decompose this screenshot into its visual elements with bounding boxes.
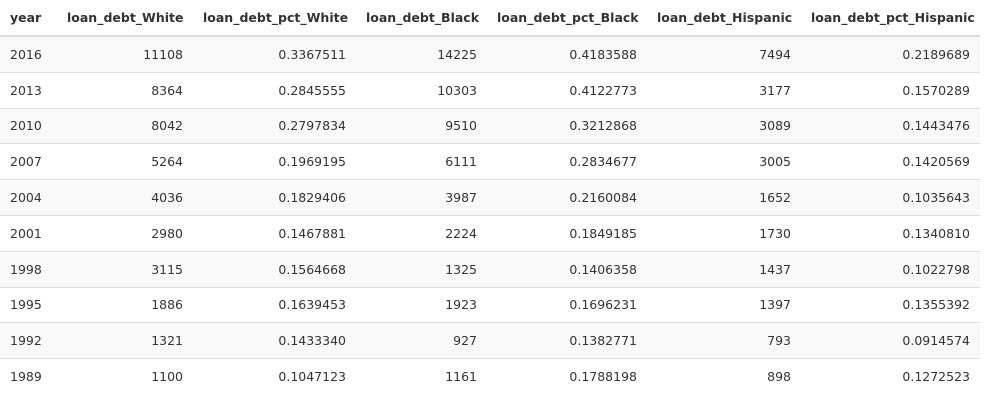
table-header: year loan_debt_White loan_debt_pct_White… [0, 0, 980, 37]
cell-loan-debt-white: 2980 [57, 215, 193, 252]
cell-loan-debt-pct-white: 0.2845555 [193, 72, 356, 109]
cell-loan-debt-pct-white: 0.2797834 [193, 108, 356, 145]
cell-year: 2004 [0, 179, 57, 216]
cell-year: 2016 [0, 36, 57, 73]
cell-loan-debt-pct-hispanic: 0.1022798 [801, 251, 980, 288]
cell-loan-debt-pct-black: 0.1849185 [487, 215, 647, 252]
cell-loan-debt-pct-hispanic: 0.2189689 [801, 36, 980, 73]
cell-loan-debt-white: 1100 [57, 358, 193, 394]
cell-loan-debt-pct-white: 0.1467881 [193, 215, 356, 252]
table-row: 2004 4036 0.1829406 3987 0.2160084 1652 0.1035… [0, 179, 980, 216]
cell-loan-debt-white: 1886 [57, 287, 193, 324]
cell-loan-debt-hispanic: 7494 [647, 36, 801, 73]
cell-loan-debt-pct-black: 0.1382771 [487, 322, 647, 360]
cell-loan-debt-hispanic: 1397 [647, 287, 801, 324]
column-header-loan-debt-pct-black[interactable]: loan_debt_pct_Black [487, 0, 647, 37]
cell-loan-debt-hispanic: 1730 [647, 215, 801, 252]
cell-loan-debt-white: 8042 [57, 108, 193, 145]
cell-loan-debt-pct-hispanic: 0.1420569 [801, 143, 980, 181]
cell-loan-debt-hispanic: 898 [647, 358, 801, 394]
cell-loan-debt-pct-black: 0.2834677 [487, 143, 647, 181]
table-body: 2016 11108 0.3367511 14225 0.4183588 7494 0.21… [0, 36, 980, 394]
cell-loan-debt-pct-black: 0.2160084 [487, 179, 647, 216]
cell-loan-debt-black: 6111 [356, 143, 487, 181]
cell-loan-debt-pct-white: 0.1639453 [193, 287, 356, 324]
table-row: 2013 8364 0.2845555 10303 0.4122773 3177 0.157… [0, 72, 980, 109]
cell-loan-debt-pct-black: 0.4183588 [487, 36, 647, 73]
cell-loan-debt-pct-white: 0.3367511 [193, 36, 356, 73]
column-header-year[interactable]: year [0, 0, 57, 37]
column-header-loan-debt-pct-white[interactable]: loan_debt_pct_White [193, 0, 356, 37]
cell-loan-debt-hispanic: 3089 [647, 108, 801, 145]
cell-loan-debt-pct-hispanic: 0.1035643 [801, 179, 980, 216]
table-row: 1995 1886 0.1639453 1923 0.1696231 1397 0.1355… [0, 287, 980, 324]
cell-loan-debt-white: 5264 [57, 143, 193, 181]
cell-loan-debt-pct-white: 0.1829406 [193, 179, 356, 216]
cell-year: 2013 [0, 72, 57, 109]
table-row: 1998 3115 0.1564668 1325 0.1406358 1437 0.1022… [0, 251, 980, 288]
cell-loan-debt-white: 11108 [57, 36, 193, 73]
cell-loan-debt-pct-white: 0.1564668 [193, 251, 356, 288]
data-table-container: year loan_debt_White loan_debt_pct_White… [0, 0, 980, 394]
cell-loan-debt-hispanic: 3177 [647, 72, 801, 109]
table-row: 2016 11108 0.3367511 14225 0.4183588 7494 0.21… [0, 36, 980, 73]
data-table: year loan_debt_White loan_debt_pct_White… [0, 0, 980, 394]
column-header-loan-debt-hispanic[interactable]: loan_debt_Hispanic [647, 0, 801, 37]
cell-loan-debt-hispanic: 1437 [647, 251, 801, 288]
column-header-loan-debt-white[interactable]: loan_debt_White [57, 0, 193, 37]
cell-year: 1992 [0, 322, 57, 360]
cell-loan-debt-hispanic: 793 [647, 322, 801, 360]
header-row: year loan_debt_White loan_debt_pct_White… [0, 0, 980, 37]
cell-year: 1989 [0, 358, 57, 394]
cell-loan-debt-black: 9510 [356, 108, 487, 145]
cell-loan-debt-pct-black: 0.1406358 [487, 251, 647, 288]
cell-loan-debt-black: 927 [356, 322, 487, 360]
cell-loan-debt-black: 3987 [356, 179, 487, 216]
cell-loan-debt-pct-hispanic: 0.1570289 [801, 72, 980, 109]
table-row: 2010 8042 0.2797834 9510 0.3212868 3089 0.1443… [0, 108, 980, 145]
cell-loan-debt-black: 1161 [356, 358, 487, 394]
cell-loan-debt-black: 10303 [356, 72, 487, 109]
cell-loan-debt-pct-black: 0.4122773 [487, 72, 647, 109]
cell-loan-debt-pct-black: 0.1696231 [487, 287, 647, 324]
cell-loan-debt-white: 3115 [57, 251, 193, 288]
cell-loan-debt-pct-black: 0.3212868 [487, 108, 647, 145]
column-header-loan-debt-pct-hispanic[interactable]: loan_debt_pct_Hispanic [801, 0, 980, 37]
cell-loan-debt-hispanic: 3005 [647, 143, 801, 181]
cell-loan-debt-pct-hispanic: 0.0914574 [801, 322, 980, 360]
cell-loan-debt-pct-white: 0.1969195 [193, 143, 356, 181]
cell-loan-debt-pct-hispanic: 0.1340810 [801, 215, 980, 252]
cell-year: 1995 [0, 287, 57, 324]
table-row: 2007 5264 0.1969195 6111 0.2834677 3005 0.1420… [0, 143, 980, 181]
cell-loan-debt-pct-white: 0.1433340 [193, 322, 356, 360]
cell-loan-debt-white: 1321 [57, 322, 193, 360]
cell-loan-debt-pct-hispanic: 0.1272523 [801, 358, 980, 394]
cell-loan-debt-pct-black: 0.1788198 [487, 358, 647, 394]
cell-loan-debt-white: 8364 [57, 72, 193, 109]
cell-loan-debt-black: 1325 [356, 251, 487, 288]
cell-loan-debt-black: 14225 [356, 36, 487, 73]
cell-year: 2001 [0, 215, 57, 252]
cell-loan-debt-pct-white: 0.1047123 [193, 358, 356, 394]
cell-year: 2007 [0, 143, 57, 181]
table-row: 2001 2980 0.1467881 2224 0.1849185 1730 0.1340… [0, 215, 980, 252]
cell-year: 2010 [0, 108, 57, 145]
cell-loan-debt-black: 1923 [356, 287, 487, 324]
cell-loan-debt-hispanic: 1652 [647, 179, 801, 216]
table-row: 1992 1321 0.1433340 927 0.1382771 793 0.091457… [0, 322, 980, 360]
column-header-loan-debt-black[interactable]: loan_debt_Black [356, 0, 487, 37]
cell-year: 1998 [0, 251, 57, 288]
cell-loan-debt-pct-hispanic: 0.1355392 [801, 287, 980, 324]
cell-loan-debt-white: 4036 [57, 179, 193, 216]
cell-loan-debt-black: 2224 [356, 215, 487, 252]
table-row: 1989 1100 0.1047123 1161 0.1788198 898 0.12725… [0, 358, 980, 394]
cell-loan-debt-pct-hispanic: 0.1443476 [801, 108, 980, 145]
